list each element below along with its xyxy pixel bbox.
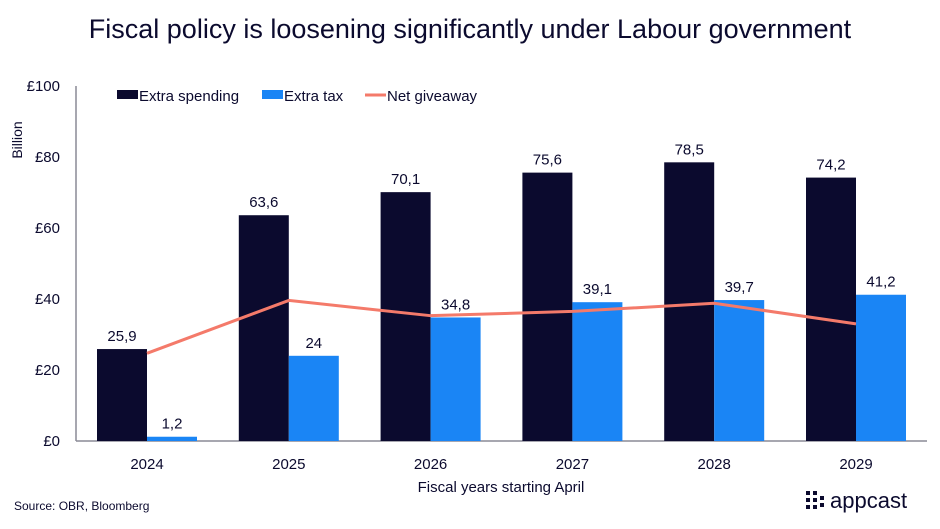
data-label-extra-tax: 34,8: [441, 296, 470, 313]
y-tick-label: £80: [35, 149, 60, 166]
bar-extra-tax: [572, 302, 623, 441]
legend-label-extra-spending: Extra spending: [139, 88, 239, 105]
x-tick-label: 2026: [414, 456, 447, 473]
y-tick-label: £20: [35, 362, 60, 379]
appcast-logo-text: appcast: [830, 488, 908, 513]
x-tick-label: 2028: [698, 456, 731, 473]
bar-extra-spending: [97, 349, 147, 441]
bar-extra-tax: [147, 436, 197, 441]
data-label-extra-spending: 75,6: [533, 152, 562, 169]
source-note: Source: OBR, Bloomberg: [14, 499, 150, 513]
x-tick-label: 2025: [272, 456, 305, 473]
x-tick-label: 2029: [839, 456, 872, 473]
bar-extra-tax: [714, 300, 765, 441]
line-net-giveaway: [146, 298, 857, 355]
data-label-extra-spending: 74,2: [816, 157, 845, 174]
bar-extra-spending: [238, 215, 289, 441]
y-tick-label: £40: [35, 291, 60, 308]
bar-extra-spending: [806, 177, 856, 441]
legend-swatch-extra-spending: [117, 90, 138, 99]
x-tick-label: 2024: [130, 456, 163, 473]
data-label-extra-tax: 41,2: [866, 274, 895, 291]
y-tick-label: £0: [43, 433, 60, 450]
bar-extra-spending: [664, 162, 715, 441]
x-axis-title: Fiscal years starting April: [418, 479, 585, 496]
y-axis-title: Billion: [9, 121, 25, 158]
bar-extra-spending: [380, 192, 431, 441]
appcast-logo-icon: [806, 491, 824, 509]
legend-label-extra-tax: Extra tax: [284, 88, 344, 105]
data-label-extra-tax: 24: [305, 335, 322, 352]
legend-swatch-extra-tax: [262, 90, 283, 99]
bar-extra-tax: [430, 317, 481, 441]
data-label-extra-tax: 1,2: [162, 416, 183, 433]
bar-extra-tax: [288, 355, 339, 441]
data-label-extra-tax: 39,7: [725, 279, 754, 296]
data-label-extra-spending: 70,1: [391, 171, 420, 188]
x-tick-label: 2027: [556, 456, 589, 473]
legend-label-net-giveaway: Net giveaway: [387, 88, 478, 105]
bar-extra-tax: [856, 294, 906, 441]
data-label-extra-spending: 78,5: [675, 141, 704, 158]
y-tick-label: £100: [27, 78, 60, 95]
appcast-logo: appcast: [806, 488, 907, 514]
chart-title: Fiscal policy is loosening significantly…: [88, 14, 852, 44]
data-label-extra-spending: 63,6: [249, 194, 278, 211]
bar-extra-spending: [522, 172, 573, 441]
y-tick-label: £60: [35, 220, 60, 237]
data-label-extra-spending: 25,9: [107, 328, 136, 345]
data-label-extra-tax: 39,1: [583, 281, 612, 298]
